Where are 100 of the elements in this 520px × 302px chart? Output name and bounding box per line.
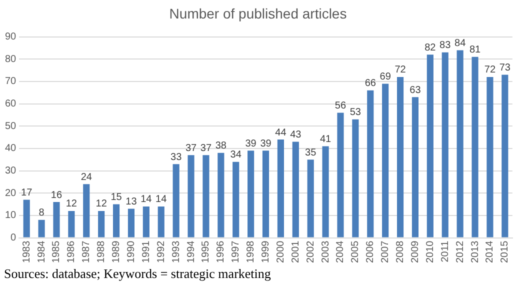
data-label: 13 <box>126 196 138 208</box>
data-label: 33 <box>170 152 182 163</box>
chart-title: Number of published articles <box>169 5 347 22</box>
data-label: 38 <box>215 140 227 152</box>
data-label: 69 <box>380 71 392 82</box>
bar <box>98 210 105 238</box>
y-tick-label: 80 <box>5 54 17 65</box>
x-tick-label: 1986 <box>66 240 78 264</box>
x-tick-label: 2003 <box>320 240 332 264</box>
data-label: 39 <box>245 138 257 150</box>
data-label: 41 <box>320 134 332 145</box>
bar <box>472 56 478 238</box>
bar <box>486 76 494 238</box>
x-tick-label: 2004 <box>335 240 346 264</box>
data-label: 84 <box>454 38 466 49</box>
x-tick-label: 1993 <box>170 240 182 264</box>
y-tick-label: 10 <box>5 210 17 222</box>
x-tick-label: 2010 <box>424 240 436 264</box>
x-tick-label: 2014 <box>484 240 496 264</box>
x-tick-label: 1991 <box>140 240 152 264</box>
x-tick-label: 1989 <box>111 240 122 264</box>
x-tick-label: 1995 <box>200 240 212 264</box>
bar <box>442 52 448 238</box>
data-label: 81 <box>469 44 482 56</box>
bar <box>188 155 194 238</box>
data-label: 15 <box>110 192 122 204</box>
x-tick-label: 2005 <box>350 240 362 264</box>
bar <box>68 210 75 238</box>
data-label: 16 <box>50 190 62 201</box>
data-label: 37 <box>185 142 198 154</box>
y-tick-label: 40 <box>5 143 17 154</box>
bar <box>142 206 150 238</box>
data-label: 12 <box>96 198 108 210</box>
data-label: 83 <box>440 40 452 52</box>
source-note: Sources: database; Keywords = strategic marketing <box>4 266 272 281</box>
bar <box>262 150 270 238</box>
x-tick-label: 1984 <box>36 240 48 264</box>
x-tick-label: 1990 <box>126 240 137 264</box>
data-label: 8 <box>38 208 45 219</box>
x-tick-label: 2007 <box>380 240 392 264</box>
data-label: 39 <box>260 138 272 150</box>
data-label: 43 <box>290 129 302 140</box>
bar <box>292 142 299 238</box>
x-tick-label: 2008 <box>395 240 406 264</box>
x-tick-label: 2000 <box>275 240 286 264</box>
x-tick-label: 2001 <box>290 240 302 264</box>
x-tick-label: 1988 <box>96 240 108 264</box>
bar <box>456 50 464 238</box>
data-label: 34 <box>230 150 242 161</box>
bar <box>367 90 374 238</box>
x-tick-label: 2011 <box>440 240 451 262</box>
data-label: 66 <box>364 78 376 90</box>
x-tick-label: 2015 <box>500 240 511 264</box>
x-tick-label: 1987 <box>81 240 92 264</box>
bar <box>53 202 60 238</box>
bar <box>202 155 210 238</box>
data-label: 56 <box>334 100 346 112</box>
bar <box>232 162 240 238</box>
x-tick-label: 2002 <box>305 240 316 264</box>
data-label: 35 <box>305 147 317 158</box>
bar <box>128 208 135 238</box>
data-label: 73 <box>499 62 511 74</box>
y-tick-label: 50 <box>5 120 17 132</box>
bar <box>218 152 224 238</box>
data-label: 44 <box>275 127 287 138</box>
data-label: 82 <box>424 42 436 54</box>
bar <box>426 54 434 238</box>
bar <box>322 146 329 238</box>
bar <box>307 160 314 238</box>
bar <box>277 140 284 238</box>
bar <box>83 184 90 238</box>
bar <box>396 76 404 238</box>
x-tick-label: 2006 <box>365 240 376 264</box>
y-tick-label: 0 <box>10 232 17 244</box>
x-tick-label: 1999 <box>260 240 272 264</box>
bar <box>172 164 180 238</box>
x-tick-label: 1994 <box>186 240 197 264</box>
bar <box>158 206 164 238</box>
bar <box>382 84 389 238</box>
bar <box>38 220 45 238</box>
data-label: 14 <box>156 194 168 206</box>
bar <box>23 200 30 238</box>
bar <box>248 150 254 238</box>
y-tick-label: 90 <box>5 32 17 43</box>
data-label: 12 <box>66 198 78 210</box>
bar <box>502 74 508 238</box>
x-tick-label: 1998 <box>246 240 257 264</box>
data-label: 24 <box>80 172 92 183</box>
y-tick-label: 70 <box>5 76 17 88</box>
y-tick-label: 30 <box>5 166 17 177</box>
data-label: 72 <box>484 64 496 76</box>
x-tick-label: 2009 <box>410 240 421 264</box>
bar <box>337 112 344 238</box>
x-tick-label: 1992 <box>156 240 167 264</box>
y-tick-label: 60 <box>5 98 17 110</box>
bar <box>412 97 419 238</box>
bar <box>352 119 359 238</box>
data-label: 14 <box>140 194 152 206</box>
data-label: 53 <box>350 107 362 118</box>
x-tick-label: 2012 <box>454 240 466 264</box>
